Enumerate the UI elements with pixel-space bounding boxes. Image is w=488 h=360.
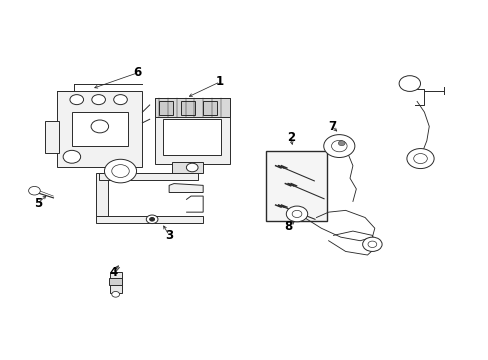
Polygon shape <box>99 173 198 180</box>
Bar <box>203 101 216 115</box>
Bar <box>154 98 229 117</box>
Circle shape <box>63 150 81 163</box>
Circle shape <box>398 76 420 91</box>
Circle shape <box>92 95 105 105</box>
Circle shape <box>149 217 154 221</box>
Bar <box>163 119 221 155</box>
Bar <box>57 91 142 167</box>
Circle shape <box>186 163 198 172</box>
Bar <box>181 101 195 115</box>
Bar <box>72 112 127 146</box>
Bar <box>45 121 59 153</box>
Text: 3: 3 <box>165 229 173 242</box>
Circle shape <box>367 241 376 248</box>
Bar <box>110 272 122 293</box>
Text: 8: 8 <box>284 220 292 233</box>
Circle shape <box>413 154 427 163</box>
Circle shape <box>406 149 433 168</box>
Text: 2: 2 <box>286 131 294 144</box>
Circle shape <box>291 210 301 217</box>
Polygon shape <box>96 173 108 216</box>
Bar <box>266 152 326 221</box>
Text: 7: 7 <box>327 120 335 133</box>
Text: 6: 6 <box>133 66 142 79</box>
Bar <box>159 101 173 115</box>
Circle shape <box>286 206 307 222</box>
Circle shape <box>323 135 354 157</box>
Polygon shape <box>169 184 203 193</box>
Circle shape <box>112 292 119 297</box>
Polygon shape <box>96 216 203 223</box>
Circle shape <box>104 159 136 183</box>
Circle shape <box>146 215 158 224</box>
Bar <box>171 162 203 173</box>
Circle shape <box>338 141 345 146</box>
Text: 4: 4 <box>109 266 117 279</box>
Bar <box>109 278 122 285</box>
Circle shape <box>112 165 129 177</box>
Circle shape <box>70 95 83 105</box>
Circle shape <box>91 120 108 133</box>
Text: 5: 5 <box>34 197 42 210</box>
Circle shape <box>362 237 381 251</box>
Circle shape <box>331 140 346 152</box>
Bar <box>154 98 229 164</box>
Text: 1: 1 <box>216 75 224 88</box>
Circle shape <box>29 186 40 195</box>
Circle shape <box>114 95 127 105</box>
